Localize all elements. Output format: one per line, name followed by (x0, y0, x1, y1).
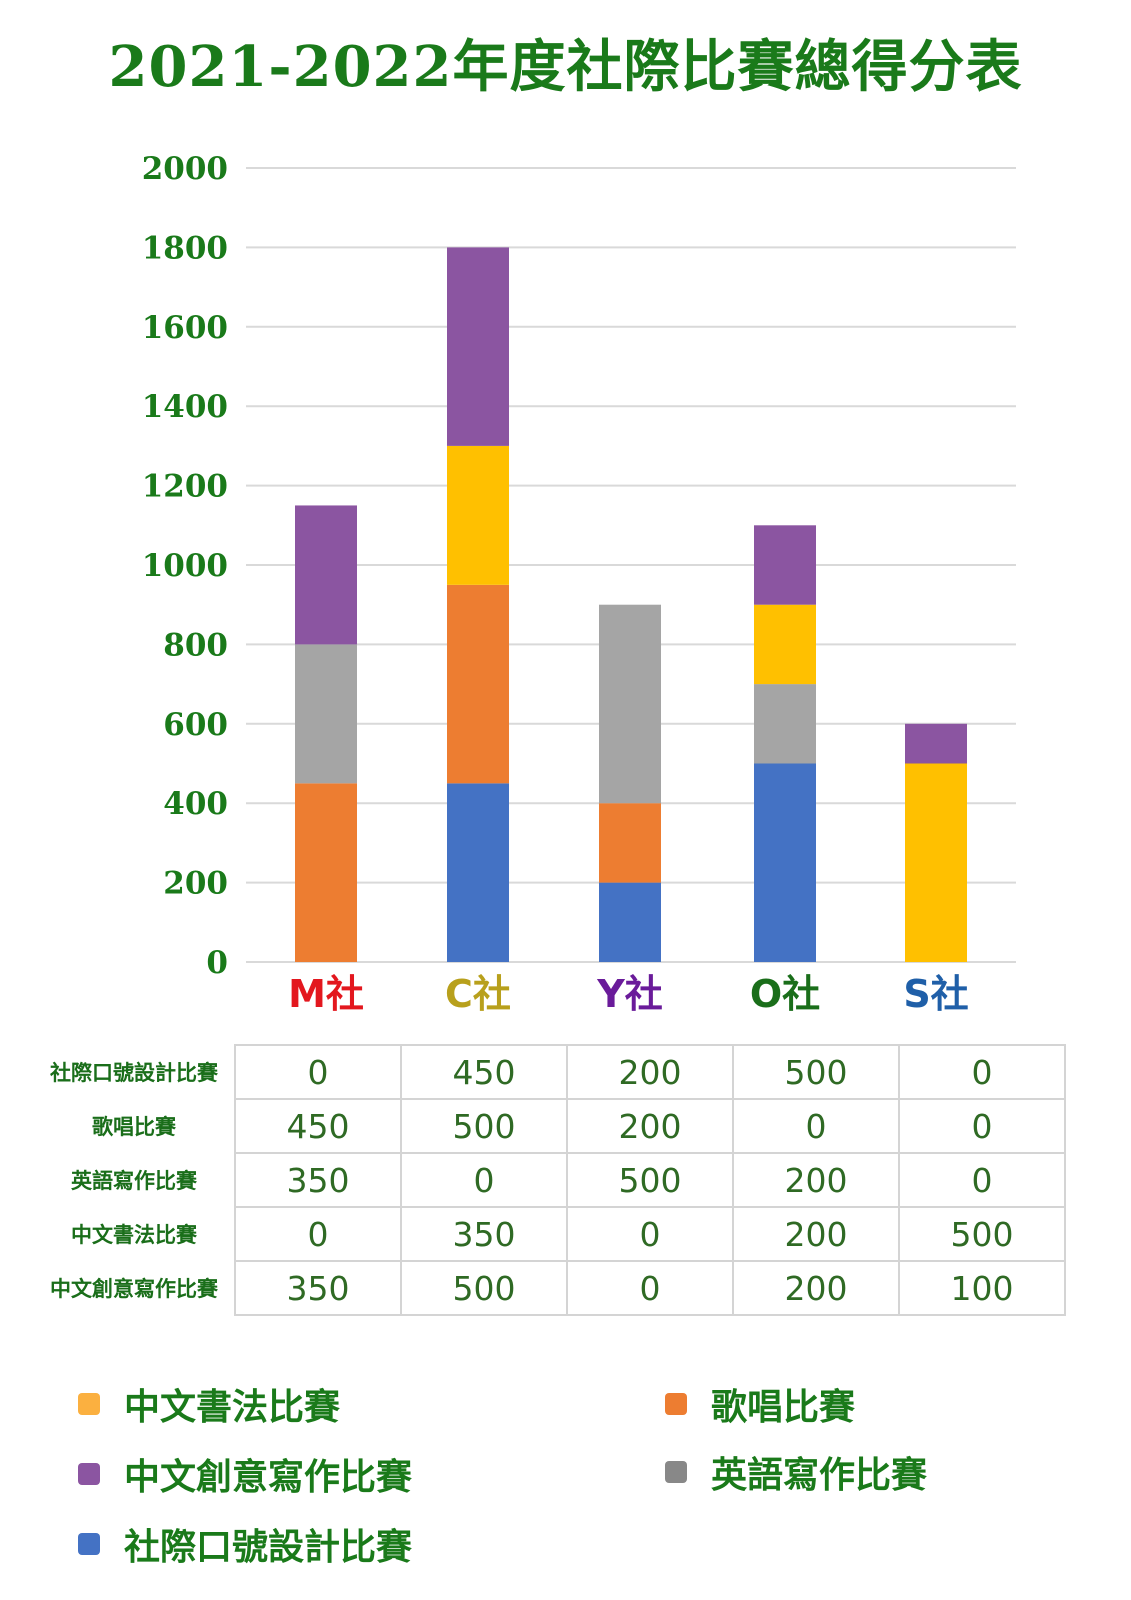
bar-segment (754, 525, 816, 605)
legend-label: 社際口號設計比賽 (124, 1527, 413, 1568)
bar-segment (905, 763, 967, 962)
legend-swatch (78, 1463, 100, 1485)
table-cell: 500 (732, 1044, 899, 1100)
bar-segment (754, 604, 816, 685)
table-cell: 0 (400, 1153, 567, 1208)
table-cell: 500 (400, 1099, 567, 1154)
table-row-label: 歌唱比賽 (92, 1115, 176, 1139)
x-category-label: O社 (750, 972, 820, 1016)
table-cell: 450 (400, 1044, 567, 1100)
bar-segment (905, 723, 967, 764)
table-row: 中文創意寫作比賽 350 500 0 200 100 (34, 1261, 1066, 1316)
table-row-label: 社際口號設計比賽 (50, 1061, 218, 1085)
table-cell: 0 (566, 1207, 733, 1262)
table-cell: 350 (234, 1261, 401, 1316)
table-cell: 0 (898, 1099, 1066, 1154)
table-row: 歌唱比賽 450 500 200 0 0 (34, 1099, 1066, 1154)
y-tick-label: 1200 (142, 469, 228, 505)
table-cell: 350 (400, 1207, 567, 1262)
stacked-bar-chart: 0 200 400 600 800 1000 1200 1400 1600 1800 2000 M社… (142, 151, 1016, 1016)
bar-segment (295, 644, 357, 784)
legend-item-slogan-design: 社際口號設計比賽 (78, 1518, 412, 1570)
table-row: 社際口號設計比賽 0 450 200 500 0 (34, 1044, 1066, 1100)
x-category-label: Y社 (596, 972, 663, 1016)
x-category-label: C社 (445, 972, 511, 1016)
y-axis-ticks: 0 200 400 600 800 1000 1200 1400 1600 1800 2000 (142, 151, 228, 981)
bar-segment (599, 604, 661, 804)
table-cell: 0 (732, 1099, 899, 1154)
table-row-label: 英語寫作比賽 (71, 1169, 197, 1193)
y-tick-label: 0 (206, 945, 228, 981)
bar-segment (447, 445, 509, 585)
table-cell: 100 (898, 1261, 1066, 1316)
bars (295, 247, 967, 962)
y-tick-label: 400 (163, 786, 228, 822)
legend-label: 中文書法比賽 (124, 1387, 341, 1428)
y-tick-label: 800 (163, 627, 228, 663)
legend-item-creative-writing: 中文創意寫作比賽 (78, 1448, 412, 1500)
legend-swatch (665, 1461, 687, 1483)
table-cell: 0 (898, 1153, 1066, 1208)
table-cell: 0 (566, 1261, 733, 1316)
legend-item-singing: 歌唱比賽 (665, 1378, 855, 1430)
bar-segment (447, 783, 509, 962)
legend-swatch (665, 1393, 687, 1415)
table-cell: 350 (234, 1153, 401, 1208)
bar-segment (754, 763, 816, 962)
legend-item-english-writing: 英語寫作比賽 (665, 1446, 927, 1498)
chart-title: 2021-2022年度社際比賽總得分表 (108, 34, 1023, 100)
legend-label: 中文創意寫作比賽 (124, 1457, 413, 1498)
table-row-label: 中文書法比賽 (71, 1223, 197, 1247)
table-cell: 500 (898, 1207, 1066, 1262)
table-cell: 200 (732, 1207, 899, 1262)
y-tick-label: 2000 (142, 151, 228, 187)
table-row: 英語寫作比賽 350 0 500 200 0 (34, 1153, 1066, 1208)
table-cell: 0 (234, 1207, 401, 1262)
legend-swatch (78, 1393, 100, 1415)
table-cell: 500 (400, 1261, 567, 1316)
x-axis-categories: M社 C社 Y社 O社 S社 (288, 972, 969, 1016)
table-cell: 0 (234, 1044, 401, 1100)
table-cell: 200 (566, 1044, 733, 1100)
table-cell: 200 (732, 1261, 899, 1316)
y-tick-label: 1400 (142, 389, 228, 425)
table-cell: 450 (234, 1099, 401, 1154)
table-cell: 200 (566, 1099, 733, 1154)
bar-segment (447, 584, 509, 784)
y-tick-label: 1800 (142, 230, 228, 266)
table-cell: 0 (898, 1044, 1066, 1100)
bar-segment (599, 803, 661, 883)
y-tick-label: 200 (163, 866, 228, 902)
y-tick-label: 1600 (142, 310, 228, 346)
legend-label: 歌唱比賽 (711, 1387, 856, 1428)
table-row-label: 中文創意寫作比賽 (50, 1277, 218, 1301)
legend-swatch (78, 1533, 100, 1555)
legend-label: 英語寫作比賽 (711, 1455, 928, 1496)
bar-segment (295, 505, 357, 645)
bar-segment (295, 783, 357, 962)
y-tick-label: 600 (163, 707, 228, 743)
legend-item-calligraphy: 中文書法比賽 (78, 1378, 340, 1430)
bar-segment (447, 247, 509, 446)
bar-segment (754, 684, 816, 764)
x-category-label: S社 (903, 972, 968, 1016)
x-category-label: M社 (288, 972, 364, 1016)
table-cell: 500 (566, 1153, 733, 1208)
table-row: 中文書法比賽 0 350 0 200 500 (34, 1207, 1066, 1262)
table-cell: 200 (732, 1153, 899, 1208)
bar-segment (599, 882, 661, 962)
score-table: 社際口號設計比賽 0 450 200 500 0 歌唱比賽 450 500 200 0 0 英語寫作比賽… (34, 1044, 1066, 1316)
y-tick-label: 1000 (142, 548, 228, 584)
